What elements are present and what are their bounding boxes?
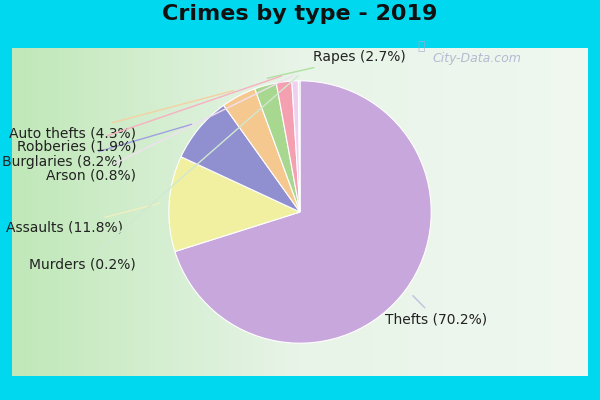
Wedge shape	[175, 81, 431, 343]
Text: Burglaries (8.2%): Burglaries (8.2%)	[2, 124, 192, 169]
Wedge shape	[298, 81, 300, 212]
Wedge shape	[292, 81, 300, 212]
Text: Rapes (2.7%): Rapes (2.7%)	[267, 50, 406, 78]
Text: Auto thefts (4.3%): Auto thefts (4.3%)	[9, 90, 233, 140]
Text: Arson (0.8%): Arson (0.8%)	[46, 76, 293, 182]
Text: Robberies (1.9%): Robberies (1.9%)	[17, 76, 281, 154]
Wedge shape	[255, 83, 300, 212]
Text: Thefts (70.2%): Thefts (70.2%)	[385, 296, 487, 326]
Text: Murders (0.2%): Murders (0.2%)	[29, 76, 298, 272]
Text: City-Data.com: City-Data.com	[432, 52, 521, 65]
Wedge shape	[224, 89, 300, 212]
Wedge shape	[276, 81, 300, 212]
Wedge shape	[181, 105, 300, 212]
Text: ⓘ: ⓘ	[417, 40, 424, 53]
Wedge shape	[169, 157, 300, 252]
Title: Crimes by type - 2019: Crimes by type - 2019	[163, 4, 437, 24]
Text: Assaults (11.8%): Assaults (11.8%)	[6, 203, 160, 235]
